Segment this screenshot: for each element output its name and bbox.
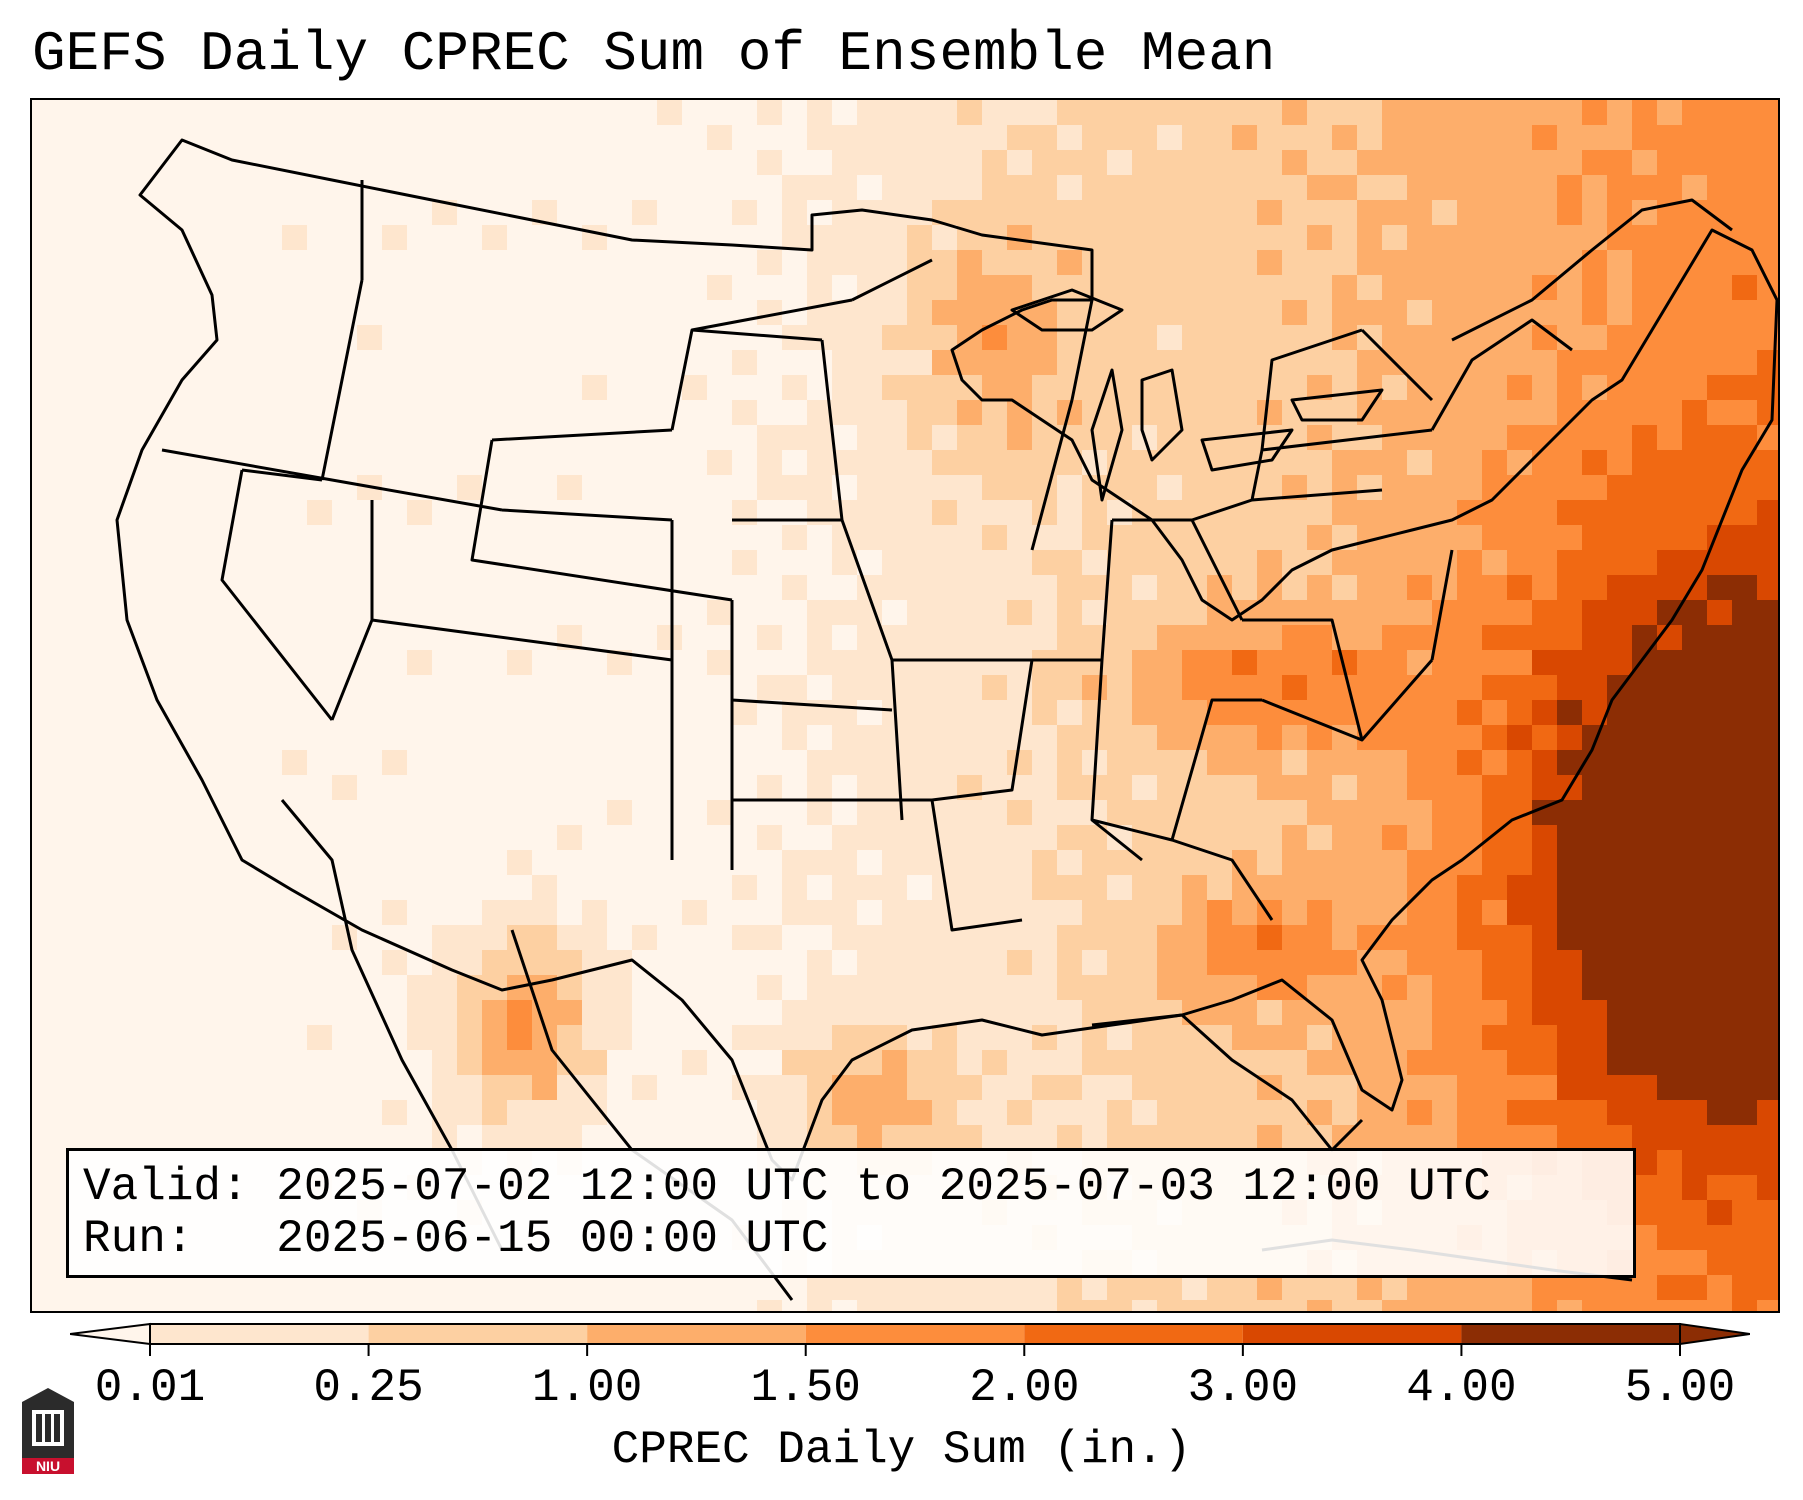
colorbar-label: CPREC Daily Sum (in.) [611, 1424, 1192, 1476]
colorbar-segment [1024, 1324, 1243, 1344]
niu-logo-text: NIU [36, 1458, 60, 1474]
precipitation-map [30, 98, 1780, 1313]
colorbar-tick-label: 5.00 [1624, 1362, 1736, 1414]
colorbar-segment [368, 1324, 588, 1344]
canada-east [1451, 198, 1733, 342]
validity-info-box: Valid: 2025-07-02 12:00 UTC to 2025-07-0… [66, 1148, 1636, 1278]
valid-label: Valid: [83, 1161, 249, 1213]
colorbar-extend-high [1679, 1322, 1750, 1346]
great-lakes [1010, 288, 1384, 502]
colorbar-tick-label: 0.01 [94, 1362, 206, 1414]
colorbar-segment [805, 1324, 1025, 1344]
colorbar-tick-label: 1.50 [750, 1362, 861, 1414]
run-value: 2025-06-15 00:00 UTC [276, 1213, 829, 1265]
colorbar-tick-label: 2.00 [969, 1362, 1080, 1414]
valid-value: 2025-07-02 12:00 UTC to 2025-07-03 12:00… [276, 1161, 1491, 1213]
us-outline [115, 138, 1778, 1182]
colorbar-tick-label: 0.25 [313, 1362, 424, 1414]
florida-gulf [1091, 1013, 1364, 1152]
colorbar-segment [587, 1324, 806, 1344]
state-lines [161, 180, 1573, 932]
run-line: Run: 2025-06-15 00:00 UTC [83, 1213, 828, 1265]
valid-line: Valid: 2025-07-02 12:00 UTC to 2025-07-0… [83, 1161, 1491, 1213]
precipitation-field [32, 100, 1778, 1311]
colorbar-segment [1242, 1324, 1462, 1344]
colorbar [70, 1322, 1750, 1356]
colorbar-tick-label: 3.00 [1187, 1362, 1299, 1414]
colorbar-extend-low [70, 1322, 151, 1346]
run-label: Run: [83, 1213, 194, 1265]
colorbar-tick-label: 4.00 [1406, 1362, 1517, 1414]
colorbar-segment [150, 1324, 369, 1344]
colorbar-tick-label: 1.00 [531, 1362, 643, 1414]
niu-logo-icon: NIU [22, 1388, 74, 1474]
map-title: GEFS Daily CPREC Sum of Ensemble Mean [32, 22, 1276, 86]
colorbar-segment [1461, 1324, 1680, 1344]
